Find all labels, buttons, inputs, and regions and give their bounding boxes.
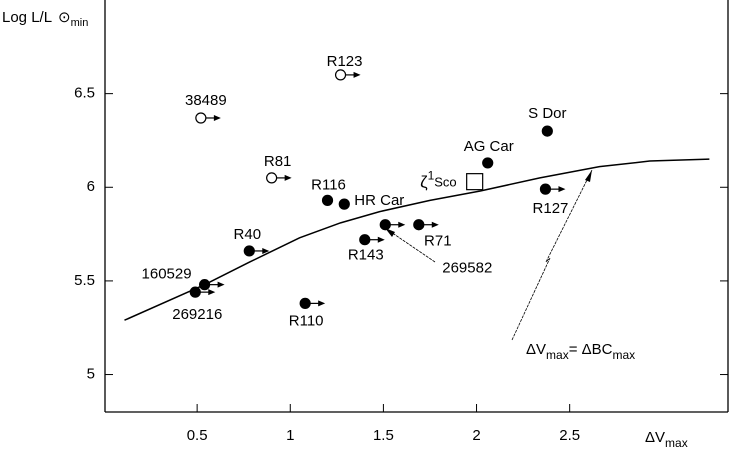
point-label: R127: [533, 200, 569, 217]
point-label: 269216: [172, 306, 222, 323]
star-point: [539, 183, 552, 195]
symbol: ζ: [420, 173, 428, 192]
y-label: Log L/L ⊙min: [2, 9, 88, 29]
square-point: [466, 173, 484, 191]
star-point: [189, 286, 201, 298]
point-label: R40: [234, 226, 262, 243]
star-point: [413, 219, 425, 231]
point-label: S Dor: [528, 105, 566, 122]
star-point: [359, 234, 371, 246]
star-point: [482, 157, 494, 169]
sup: 1: [428, 169, 435, 183]
star-point: [379, 219, 391, 231]
arrow-head: [208, 289, 216, 296]
point-label: 269582: [442, 260, 492, 277]
x-tick-label: 0.5: [187, 427, 208, 444]
curve: [124, 158, 710, 321]
name: Sco: [434, 175, 456, 190]
star-point: [321, 194, 334, 206]
star-point: [243, 245, 255, 257]
point-label: R110: [289, 312, 324, 329]
arrow-head: [318, 300, 326, 307]
x-tick-label: 1: [286, 427, 294, 444]
point-label: 38489: [185, 92, 227, 109]
star-point: [338, 198, 350, 210]
y-tick-label: 5: [87, 366, 95, 383]
arrow-head: [353, 71, 361, 78]
y-tick-label: 5.5: [74, 272, 95, 289]
arrow-head: [262, 247, 270, 254]
arrow-head: [398, 221, 406, 228]
point-label: R81: [264, 153, 292, 170]
x-tick-label: 1.5: [373, 427, 394, 444]
square-label: ζ1Sco: [420, 169, 457, 192]
star-point: [195, 112, 207, 124]
leader-line: [387, 229, 436, 263]
y-tick-label: 6.5: [74, 85, 95, 102]
annotation: ΔVmax= ΔBCmax: [526, 341, 635, 362]
arrow-head: [377, 236, 385, 243]
point-label: 160529: [142, 266, 192, 283]
star-point: [334, 69, 347, 81]
point-label: R143: [348, 247, 384, 264]
arrow-head: [213, 114, 221, 121]
arrow-head: [217, 281, 225, 288]
point-label: AG Car: [464, 138, 514, 155]
x-tick-label: 2: [472, 427, 480, 444]
star-point: [198, 279, 211, 291]
star-point: [299, 297, 311, 309]
point-label: R71: [424, 233, 452, 250]
arrow-head: [558, 186, 566, 193]
star-point: [266, 172, 278, 184]
star-point: [541, 125, 553, 137]
arrow-head: [585, 170, 592, 182]
arrow-head: [385, 228, 395, 237]
annotation-arrow: [511, 169, 593, 341]
point-label: R116: [311, 176, 346, 193]
arrow-head: [284, 174, 292, 181]
point-label: R123: [327, 53, 363, 70]
arrow-head: [431, 221, 439, 228]
x-tick-label: 2.5: [559, 427, 580, 444]
x-label: ΔVmax: [645, 429, 688, 450]
point-label: HR Car: [354, 192, 404, 209]
y-tick-label: 6: [87, 178, 95, 195]
